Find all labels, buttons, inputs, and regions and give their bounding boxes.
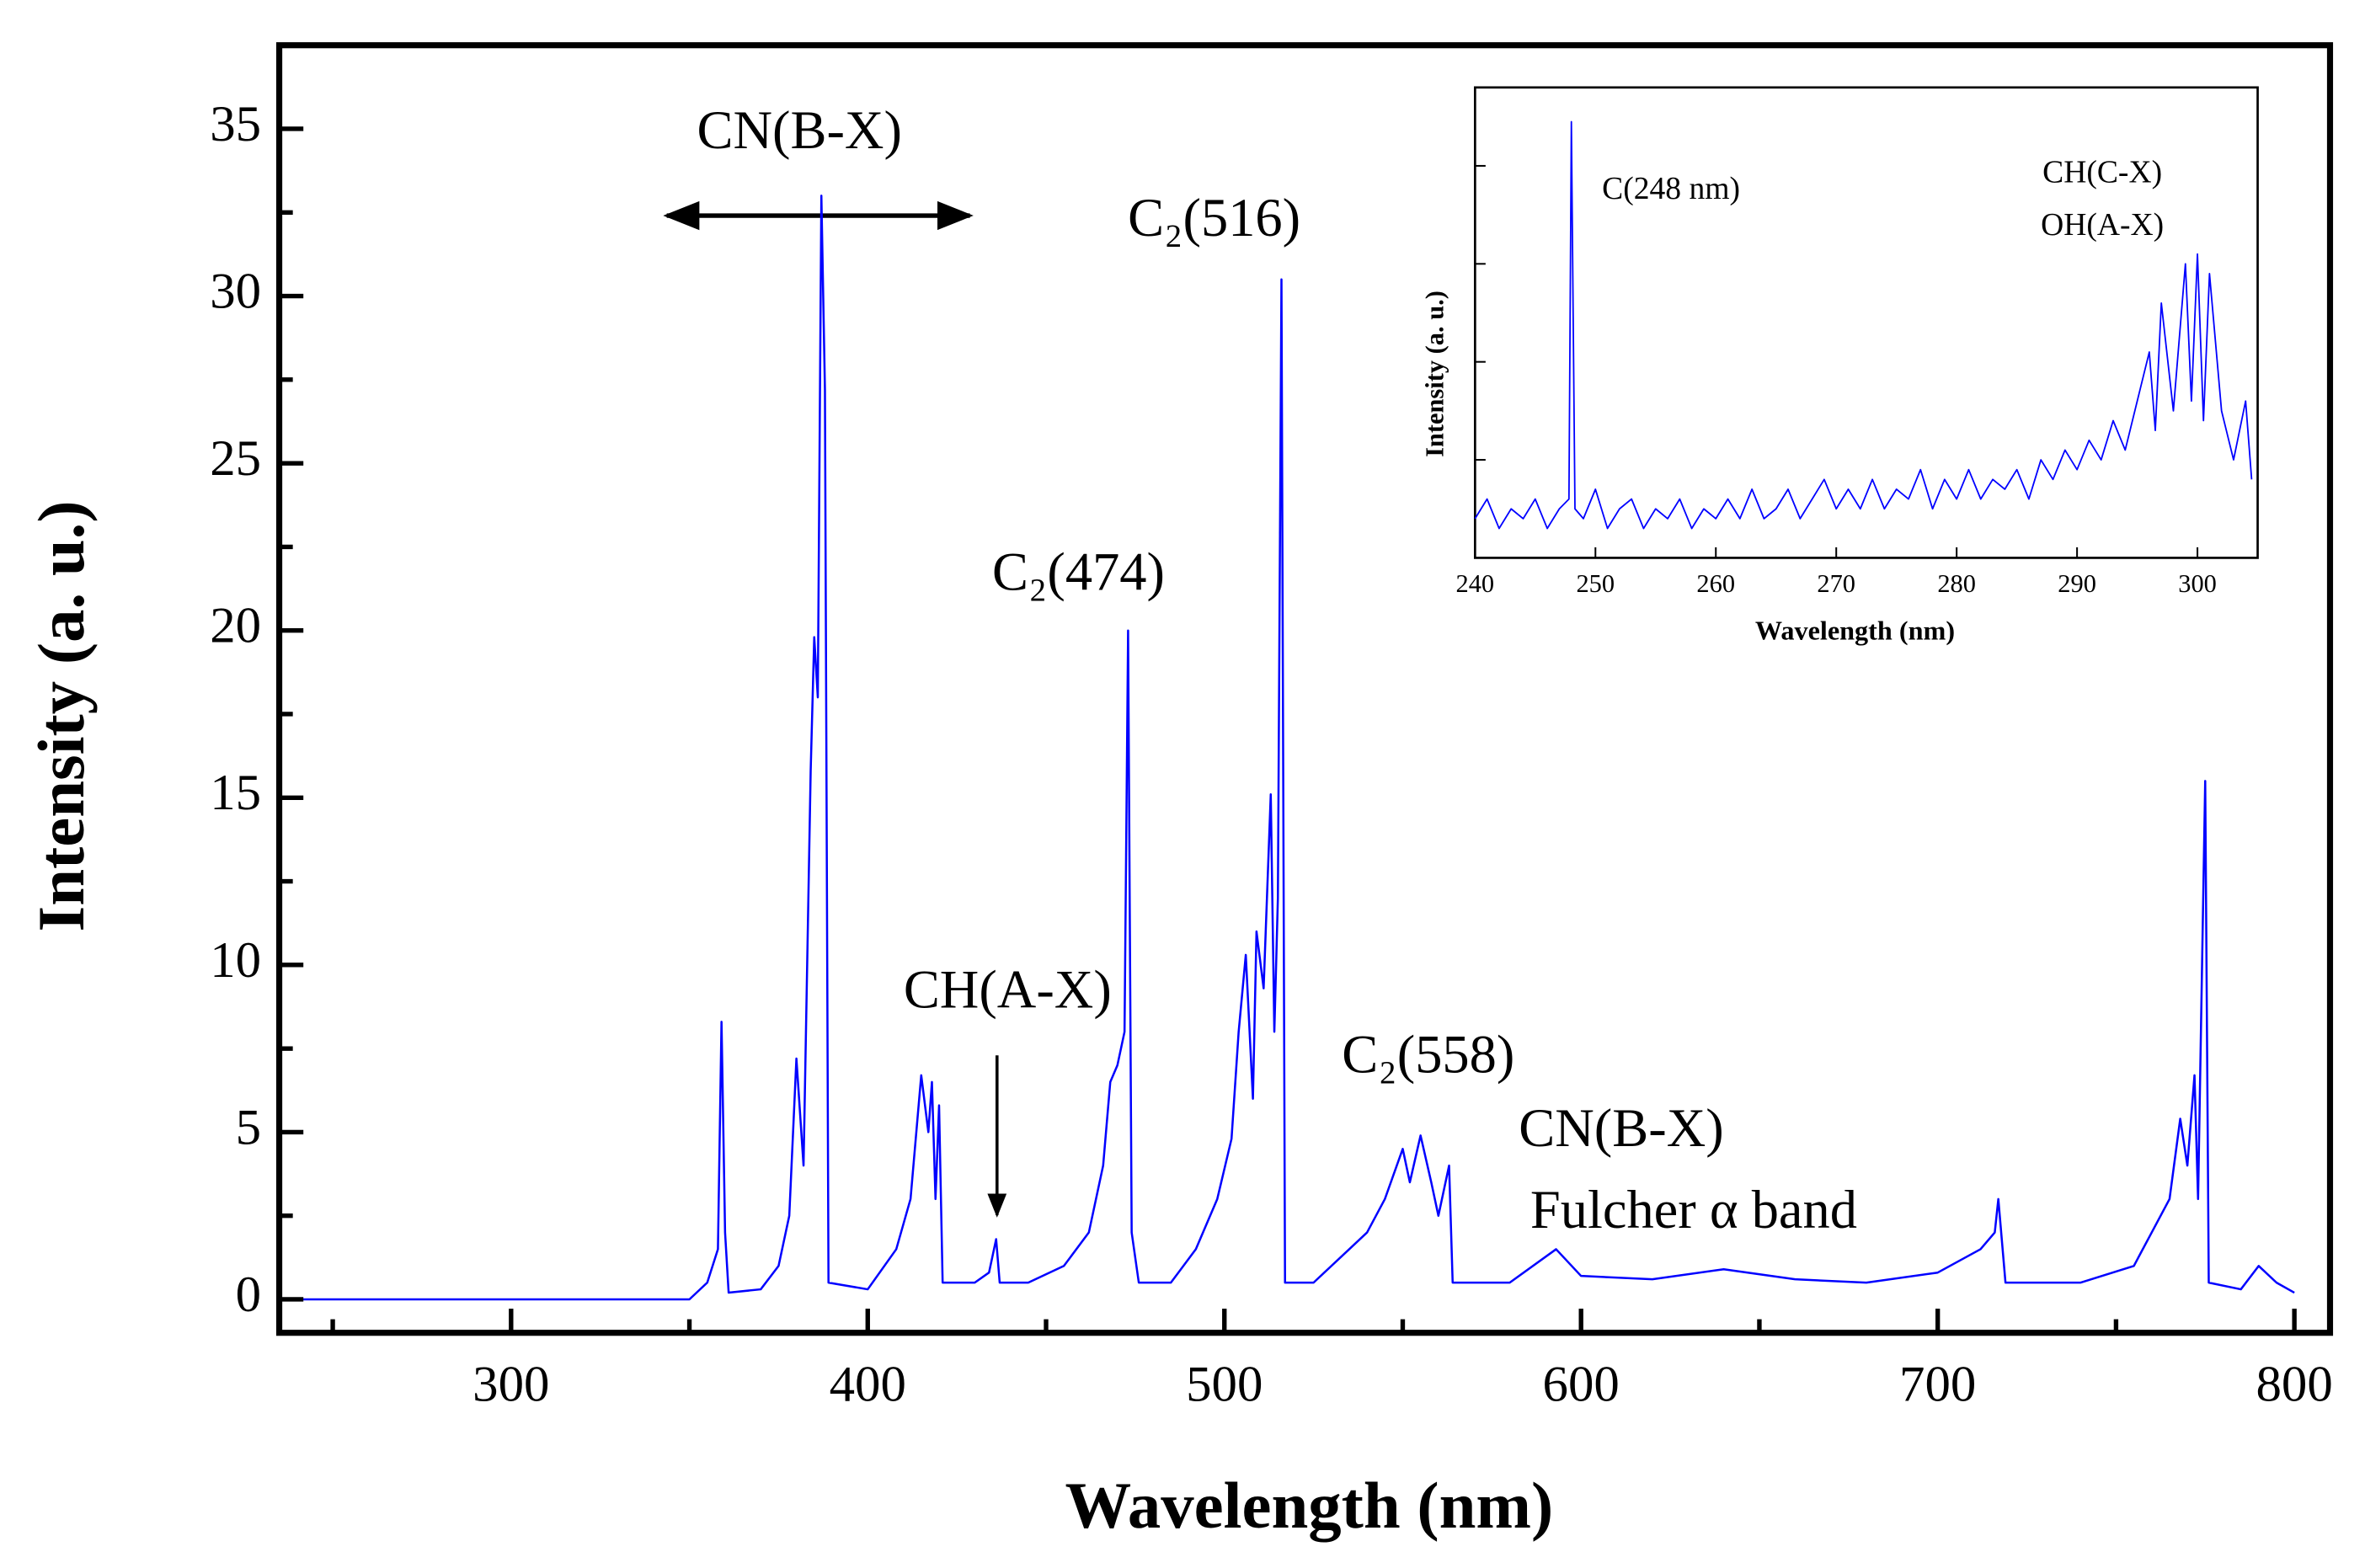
y-tick-label: 25 [210,430,261,487]
annotation: CN(B-X) [1519,1098,1723,1158]
plot-frame [275,42,2334,1336]
spectrum-line [1474,120,2253,530]
x-tick-label: 400 [830,1357,906,1413]
annotation: C₂(474) [992,542,1165,602]
x-tick-label: 270 [1817,569,1855,598]
x-tick-label: 290 [2058,569,2096,598]
annotation: CN(B-X) [697,100,902,160]
plot-frame [1473,86,2259,559]
x-tick-label: 250 [1576,569,1615,598]
y-tick-label: 35 [210,96,261,152]
y-axis-title: Intensity (a. u.) [1421,291,1449,457]
x-tick-label: 700 [1899,1357,1976,1413]
annotation: C₂(516) [1128,188,1300,248]
x-tick-label: 500 [1186,1357,1263,1413]
annotation: C₂(558) [1342,1024,1514,1084]
y-tick-label: 5 [236,1099,261,1155]
y-axis-title: Intensity (a. u.) [25,500,99,931]
x-tick-label: 240 [1456,569,1495,598]
x-tick-label: 300 [2178,569,2217,598]
x-tick-label: 600 [1543,1357,1620,1413]
y-tick-label: 10 [210,932,261,989]
y-tick-label: 0 [236,1267,261,1323]
y-tick-label: 20 [210,598,261,654]
x-axis-title: Wavelength (nm) [1065,1469,1554,1543]
x-tick-label: 280 [1937,569,1976,598]
y-tick-label: 30 [210,264,261,320]
x-axis-title: Wavelength (nm) [1755,615,1955,645]
y-tick-label: 15 [210,765,261,821]
annotation: CH(C-X) [2042,155,2162,189]
annotation: Fulcher α band [1530,1180,1857,1240]
annotation: OH(A-X) [2041,208,2164,243]
annotation: CH(A-X) [904,959,1112,1019]
x-tick-label: 800 [2256,1357,2332,1413]
x-tick-label: 260 [1696,569,1735,598]
x-tick-label: 300 [472,1357,549,1413]
annotation: C(248 nm) [1602,172,1740,206]
spectrum-line [279,195,2295,1301]
